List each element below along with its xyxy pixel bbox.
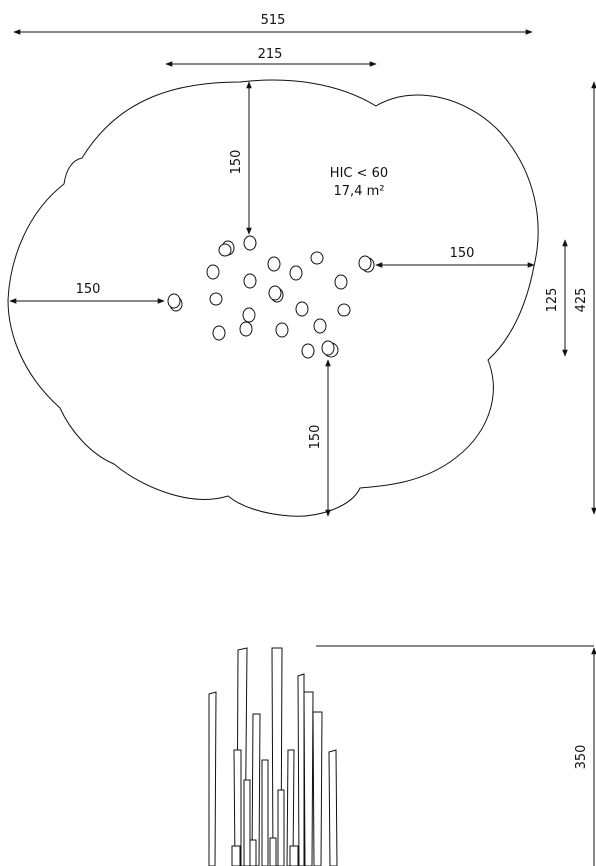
dimension-inner-width: 215 <box>165 47 377 67</box>
post <box>218 240 235 257</box>
cluster-height-label: 125 <box>545 288 560 313</box>
post <box>321 340 339 358</box>
pole <box>312 711 323 866</box>
pole <box>208 691 217 866</box>
hic-label: HIC < 60 <box>330 166 388 181</box>
post <box>243 273 257 289</box>
post <box>295 301 309 317</box>
dimension-height: 350 <box>574 647 596 866</box>
top-gap-label: 150 <box>229 150 244 175</box>
dimension-overall-width: 515 <box>13 13 533 35</box>
post <box>337 303 351 317</box>
pole <box>269 837 277 866</box>
bottom-gap-label: 150 <box>308 425 323 450</box>
post <box>310 251 324 265</box>
dimension-left-gap: 150 <box>9 282 165 304</box>
height-label: 350 <box>574 745 589 770</box>
post <box>334 274 348 290</box>
pole <box>233 749 242 866</box>
area-size-label: 17,4 m² <box>334 184 385 199</box>
post <box>275 322 289 338</box>
pole <box>286 749 295 866</box>
dimension-bottom-gap: 150 <box>308 359 331 517</box>
post <box>243 235 257 251</box>
post <box>167 293 183 312</box>
pole <box>243 779 251 866</box>
post <box>209 292 223 306</box>
overall-depth-label: 425 <box>574 288 589 313</box>
post <box>289 265 303 281</box>
dimension-top-gap: 150 <box>229 81 252 235</box>
post <box>206 264 220 280</box>
pole-group <box>208 647 338 866</box>
right-gap-label: 150 <box>450 246 475 261</box>
area-label: HIC < 60 17,4 m² <box>330 166 388 199</box>
dimension-cluster-height: 125 <box>545 239 568 357</box>
post <box>358 255 375 273</box>
pole <box>328 749 338 866</box>
post <box>267 256 281 272</box>
overall-width-label: 515 <box>261 13 286 28</box>
post <box>239 321 253 337</box>
pole <box>297 673 305 866</box>
inner-width-label: 215 <box>258 47 283 62</box>
post <box>212 325 226 341</box>
post <box>313 318 327 334</box>
pole <box>231 845 241 866</box>
post <box>301 343 315 359</box>
safety-area-outline <box>7 79 539 517</box>
dimension-right-gap: 150 <box>375 246 535 268</box>
post-cluster <box>167 235 375 359</box>
pole <box>249 839 257 866</box>
post <box>242 307 256 323</box>
post <box>268 285 284 303</box>
pole <box>261 759 269 866</box>
pole <box>303 691 314 866</box>
dimension-overall-depth: 425 <box>574 81 596 515</box>
pole <box>277 789 285 866</box>
pole <box>289 845 299 866</box>
left-gap-label: 150 <box>76 282 101 297</box>
pole <box>251 713 261 866</box>
